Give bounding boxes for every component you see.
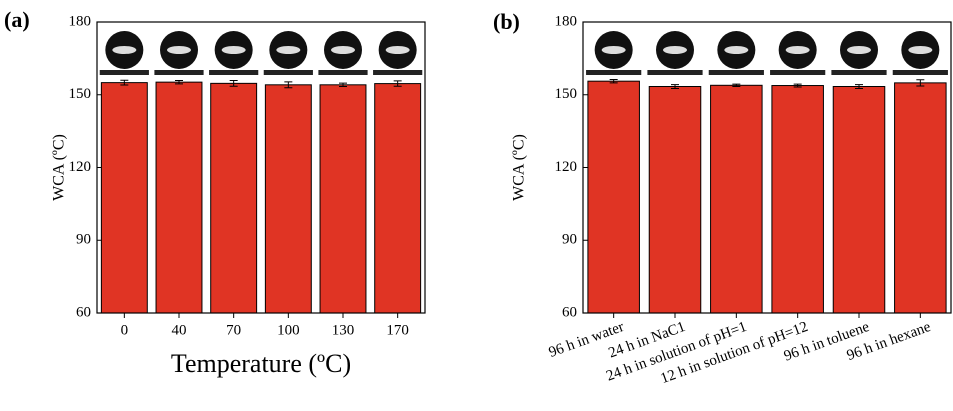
bar bbox=[710, 84, 763, 314]
error-bar bbox=[229, 79, 238, 87]
error-bar bbox=[609, 78, 618, 84]
bar bbox=[894, 82, 947, 314]
error-bar bbox=[284, 81, 293, 89]
y-tick-label: 60 bbox=[76, 304, 91, 320]
droplet-highlight bbox=[724, 46, 749, 54]
bar bbox=[374, 83, 422, 314]
substrate bbox=[770, 70, 826, 75]
bar bbox=[155, 81, 203, 314]
droplet-highlight bbox=[112, 46, 137, 54]
y-tick-label: 60 bbox=[562, 304, 577, 320]
substrate bbox=[373, 70, 423, 75]
y-tick-label: 90 bbox=[76, 232, 91, 248]
y-tick-label: 180 bbox=[555, 13, 578, 29]
x-tick-label: 100 bbox=[277, 322, 300, 338]
substrate bbox=[708, 70, 764, 75]
droplet-highlight bbox=[847, 46, 871, 54]
x-axis-label: Temperature (ºC) bbox=[171, 349, 351, 378]
substrate bbox=[209, 70, 259, 75]
axes-frame bbox=[582, 21, 952, 314]
y-axis-label: WCA (ºC) bbox=[51, 134, 68, 201]
droplet-highlight bbox=[167, 46, 191, 54]
droplet-highlight bbox=[221, 46, 246, 54]
droplet-highlight bbox=[663, 46, 687, 54]
bar bbox=[210, 82, 258, 314]
bar bbox=[319, 84, 367, 314]
axes-frame bbox=[96, 21, 426, 314]
panel-label: (b) bbox=[493, 9, 520, 34]
droplet-highlight bbox=[601, 46, 626, 54]
bar bbox=[264, 84, 312, 314]
substrate bbox=[586, 70, 642, 75]
substrate bbox=[263, 70, 313, 75]
x-tick-label: 130 bbox=[332, 322, 355, 338]
x-tick-label: 170 bbox=[386, 322, 409, 338]
y-tick-label: 180 bbox=[69, 13, 92, 29]
bar bbox=[587, 80, 640, 314]
droplet-highlight bbox=[331, 46, 355, 54]
bar bbox=[832, 86, 886, 314]
y-tick-label: 150 bbox=[555, 86, 578, 102]
y-tick-label: 90 bbox=[562, 232, 577, 248]
substrate bbox=[154, 70, 204, 75]
substrate bbox=[318, 70, 368, 75]
x-tick-label: 0 bbox=[121, 322, 129, 338]
x-tick-label: 40 bbox=[172, 322, 187, 338]
panel-label: (a) bbox=[4, 7, 30, 32]
droplet-highlight bbox=[908, 46, 933, 54]
error-bar bbox=[732, 83, 741, 88]
y-axis-label: WCA (ºC) bbox=[511, 134, 528, 201]
droplet-highlight bbox=[276, 46, 301, 54]
substrate bbox=[892, 70, 948, 75]
bar bbox=[100, 82, 148, 314]
x-tick-label: 70 bbox=[226, 322, 241, 338]
error-bar bbox=[393, 80, 402, 87]
error-bar bbox=[339, 82, 347, 88]
y-tick-label: 120 bbox=[555, 159, 578, 175]
substrate bbox=[99, 70, 149, 75]
bar bbox=[771, 85, 824, 314]
droplet-highlight bbox=[785, 46, 810, 54]
droplet-highlight bbox=[385, 46, 410, 54]
error-bar bbox=[671, 84, 679, 89]
bar bbox=[648, 86, 702, 314]
error-bar bbox=[855, 84, 863, 89]
error-bar bbox=[793, 83, 802, 88]
substrate bbox=[831, 70, 887, 75]
error-bar bbox=[175, 79, 183, 85]
y-tick-label: 150 bbox=[69, 86, 92, 102]
y-tick-label: 120 bbox=[69, 159, 92, 175]
error-bar bbox=[916, 79, 925, 87]
error-bar bbox=[120, 79, 129, 86]
substrate bbox=[647, 70, 703, 75]
